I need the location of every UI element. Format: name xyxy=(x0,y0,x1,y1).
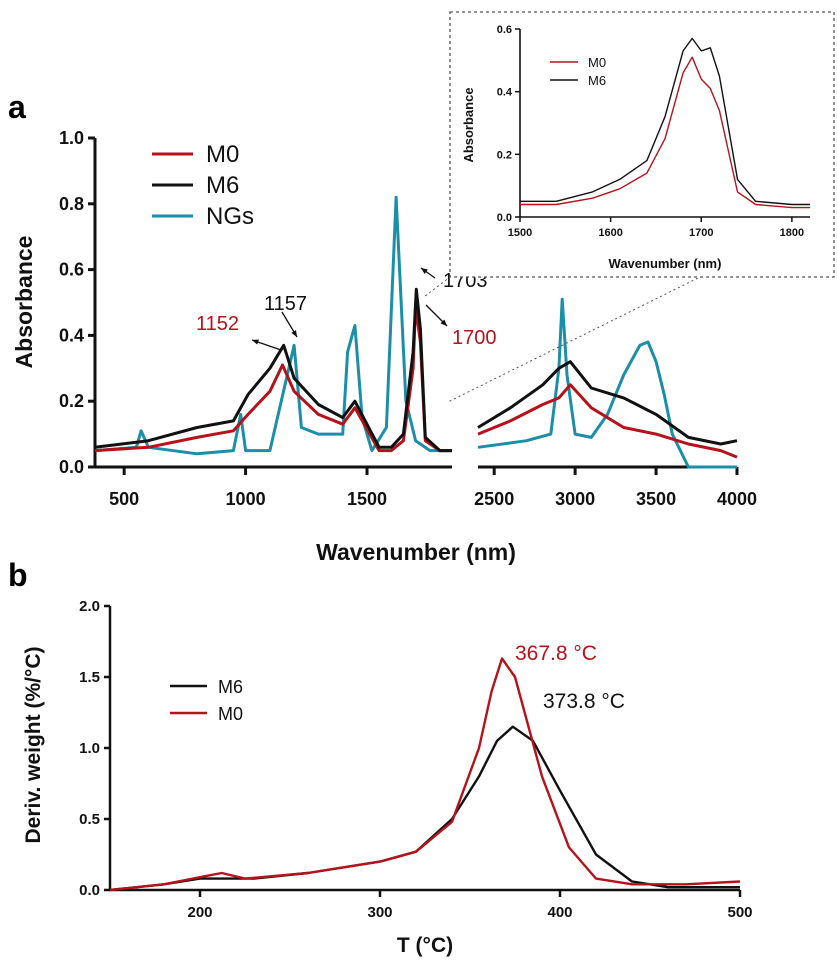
ftir-legend: M0 M6 NGs xyxy=(152,141,254,230)
ftir-legend-label-m6: M6 xyxy=(206,172,239,199)
inset-legend-label-m0: M0 xyxy=(588,55,606,70)
ftir-x-axis-label: Wavenumber (nm) xyxy=(316,539,516,565)
dtg-y-tick-label: 0.5 xyxy=(79,811,100,828)
dtg-chart: 0.0 0.5 1.0 1.5 2.0 200 300 400 500 T (°C) Deriv. … xyxy=(22,598,753,957)
ftir-y-tick-label: 0.2 xyxy=(59,391,84,411)
inset-x-tick-label: 1700 xyxy=(689,227,713,239)
dtg-x-tick-label: 500 xyxy=(727,904,752,921)
annotation-1157: 1157 xyxy=(264,293,307,315)
panel-label-a: a xyxy=(8,89,26,125)
ftir-x-tick-label: 3000 xyxy=(555,489,595,509)
ftir-series-m6-line xyxy=(94,287,452,453)
ftir-y-tick-label: 0.6 xyxy=(59,260,84,280)
annotation-373-8: 373.8 °C xyxy=(543,690,625,713)
annotation-1157-arrow-head xyxy=(291,330,297,337)
inset-y-axis-label: Absorbance xyxy=(461,87,476,162)
ftir-chart: 0.0 0.2 0.4 0.6 0.8 1.0 500 1000 1500 2500 3000 350… xyxy=(11,128,757,565)
ftir-x-tick-label: 1000 xyxy=(226,489,266,509)
annotation-367-8: 367.8 °C xyxy=(515,642,597,665)
ftir-series-m0-line-high xyxy=(477,383,738,459)
ftir-y-axis-label: Absorbance xyxy=(11,236,37,369)
annotation-1152: 1152 xyxy=(196,313,239,335)
annotation-1700-arrow-head xyxy=(440,319,447,326)
dtg-y-tick-label: 1.0 xyxy=(79,740,100,757)
ftir-x-tick-label: 500 xyxy=(109,489,139,509)
inset-connector xyxy=(424,276,451,297)
ftir-legend-label-m0: M0 xyxy=(206,141,239,168)
annotation-1152-arrow-head xyxy=(252,339,259,345)
ftir-series-ngs-line xyxy=(94,195,452,456)
ftir-y-tick-label: 0.0 xyxy=(59,457,84,477)
inset-x-axis-label: Wavenumber (nm) xyxy=(609,256,722,271)
inset-x-tick-label: 1500 xyxy=(508,227,532,239)
inset-series-m6-line xyxy=(520,37,810,206)
dtg-legend-label-m6: M6 xyxy=(218,677,243,697)
ftir-y-tick-label: 0.8 xyxy=(59,194,84,214)
dtg-y-axis-label: Deriv. weight (%/°C) xyxy=(22,646,45,843)
inset-y-tick-label: 0.6 xyxy=(497,24,512,36)
annotation-1703-arrow-head xyxy=(421,268,428,274)
dtg-y-tick-label: 0.0 xyxy=(79,882,100,899)
dtg-series-m6-line xyxy=(109,725,740,892)
inset-y-tick-label: 0.4 xyxy=(497,87,513,99)
ftir-series-ngs-line-high xyxy=(477,297,737,469)
annotation-1700: 1700 xyxy=(452,327,497,349)
inset-x-tick-label: 1800 xyxy=(780,227,804,239)
ftir-inset: 0.0 0.2 0.4 0.6 1500 1600 1700 1800 Wavenumber (… xyxy=(424,11,835,402)
inset-x-tick-label: 1600 xyxy=(598,227,622,239)
dtg-y-tick-label: 1.5 xyxy=(79,669,100,686)
inset-connector xyxy=(449,276,701,402)
ftir-x-tick-label: 2500 xyxy=(474,489,514,509)
inset-frame xyxy=(449,11,835,278)
dtg-x-tick-label: 300 xyxy=(367,904,392,921)
ftir-y-tick-label: 1.0 xyxy=(59,128,84,148)
dtg-x-tick-label: 200 xyxy=(187,904,212,921)
inset-legend-label-m6: M6 xyxy=(588,73,606,88)
dtg-y-tick-label: 2.0 xyxy=(79,598,100,615)
dtg-series-m0-line xyxy=(109,657,741,892)
inset-y-tick-label: 0.2 xyxy=(497,149,512,161)
dtg-x-tick-label: 400 xyxy=(547,904,572,921)
dtg-legend-label-m0: M0 xyxy=(218,704,243,724)
ftir-legend-label-ngs: NGs xyxy=(206,203,254,230)
dtg-x-axis-label: T (°C) xyxy=(397,934,453,957)
ftir-x-tick-label: 3500 xyxy=(636,489,676,509)
ftir-x-tick-label: 4000 xyxy=(717,489,757,509)
ftir-x-tick-label: 1500 xyxy=(347,489,387,509)
inset-series-m0-line xyxy=(520,56,810,209)
ftir-series-m6-line-high xyxy=(477,360,738,446)
inset-y-tick-label: 0.0 xyxy=(497,212,512,224)
panel-label-b: b xyxy=(8,557,28,593)
ftir-y-tick-label: 0.4 xyxy=(59,325,84,345)
